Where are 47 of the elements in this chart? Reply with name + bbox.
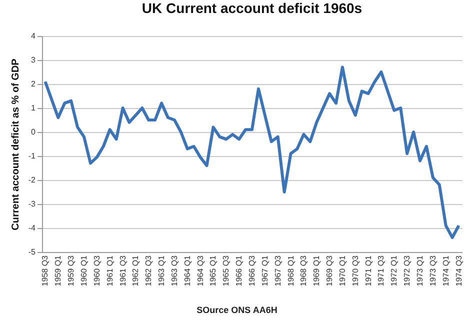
x-tick-label: 1961 Q1 xyxy=(105,254,114,286)
x-tick-label: 1965 Q3 xyxy=(222,254,231,286)
x-tick-label: 1962 Q1 xyxy=(131,254,140,286)
x-tick-label: 1969 Q1 xyxy=(312,254,322,286)
x-tick-label: 1969 Q3 xyxy=(325,254,334,286)
x-tick-label: 1960 Q1 xyxy=(80,254,88,286)
x-tick-label: 1974 Q1 xyxy=(441,254,450,286)
x-tick-label: 1973 Q1 xyxy=(416,254,424,286)
x-tick-label: 1958 Q3 xyxy=(40,254,50,286)
y-tick-label: -1 xyxy=(28,152,36,160)
x-tick-label: 1964 Q1 xyxy=(182,254,192,286)
y-tick-label: -3 xyxy=(28,200,36,208)
x-tick-label: 1973 Q3 xyxy=(428,254,438,286)
x-tick-label: 1960 Q3 xyxy=(92,254,102,286)
x-tick-label: 1968 Q3 xyxy=(299,254,308,286)
y-tick-label: -4 xyxy=(28,224,36,232)
x-tick-label: 1967 Q3 xyxy=(273,254,282,286)
y-tick-label: 1 xyxy=(31,104,36,112)
y-tick-label: 0 xyxy=(31,128,36,136)
x-tick-label: 1972 Q3 xyxy=(402,254,412,286)
chart-title: UK Current account deficit 1960s xyxy=(142,0,362,16)
x-tick-label: 1963 Q3 xyxy=(170,254,179,286)
x-tick-label: 1971 Q1 xyxy=(364,254,373,286)
y-tick-label: -2 xyxy=(28,176,36,184)
x-tick-label: 1974 Q3 xyxy=(454,254,464,286)
x-tick-label: 1968 Q1 xyxy=(286,254,296,286)
x-tick-label: 1961 Q3 xyxy=(118,254,128,286)
x-tick-label: 1971 Q3 xyxy=(376,254,386,286)
x-tick-label: 1959 Q1 xyxy=(54,254,63,286)
x-tick-label: 1970 Q1 xyxy=(338,254,347,286)
y-tick-label: 3 xyxy=(31,56,36,64)
x-tick-label: 1962 Q3 xyxy=(144,254,154,286)
x-tick-label: 1965 Q1 xyxy=(208,254,218,286)
y-tick-label: 2 xyxy=(31,80,36,88)
x-tick-label: 1972 Q1 xyxy=(390,254,399,286)
line-series xyxy=(44,66,460,240)
x-tick-label: 1967 Q1 xyxy=(260,254,270,286)
x-tick-label: 1970 Q3 xyxy=(350,254,360,286)
y-tick-label: -5 xyxy=(28,248,36,256)
x-tick-label: 1963 Q1 xyxy=(157,254,166,286)
x-tick-label: 1959 Q3 xyxy=(66,254,76,286)
y-axis-title: Current account deficit as % of GDP xyxy=(10,58,22,230)
source-note: SOurce ONS AA6H xyxy=(196,305,278,315)
x-tick-label: 1966 Q3 xyxy=(248,254,256,286)
y-tick-label: 4 xyxy=(31,32,36,40)
x-tick-label: 1964 Q3 xyxy=(196,254,205,286)
x-tick-label: 1966 Q1 xyxy=(234,254,244,286)
